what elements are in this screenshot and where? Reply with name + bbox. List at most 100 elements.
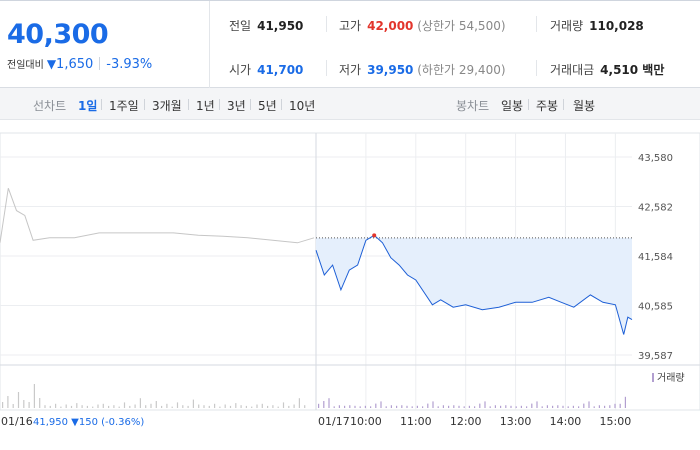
upper-limit: (상한가 54,500) <box>417 19 506 33</box>
volume-bar <box>256 404 258 408</box>
volume-bar <box>500 405 502 408</box>
x-tick-label: 11:00 <box>400 415 432 428</box>
volume-bar <box>401 405 403 408</box>
x-tick-label: 10:00 <box>350 415 382 428</box>
volume-legend: 거래량 <box>657 372 685 384</box>
change-percent: -3.93% <box>106 57 153 72</box>
volume-bar <box>578 406 580 408</box>
low-value: 39,950 <box>367 63 414 77</box>
volume-bar <box>139 398 141 408</box>
volume-bar <box>526 406 528 408</box>
prev-close-label: 전일 <box>229 19 252 33</box>
volume-bar <box>118 406 120 408</box>
volume-bar <box>49 405 51 408</box>
volume-bar <box>288 405 290 408</box>
volume-bar <box>458 405 460 408</box>
period-1w[interactable]: 1주일 <box>109 99 139 113</box>
volume-bar <box>293 404 295 408</box>
volume-bar <box>541 406 543 408</box>
volume-bar <box>505 405 507 408</box>
open-label: 시가 <box>229 63 252 77</box>
period-3y[interactable]: 3년 <box>227 99 246 113</box>
volume-bar <box>219 406 221 408</box>
volume-bar <box>338 405 340 408</box>
volume-bar <box>192 399 194 408</box>
volume-bar <box>214 403 216 408</box>
volume-bar <box>468 405 470 408</box>
volume-bar <box>2 402 4 408</box>
volume-bar <box>92 406 94 408</box>
change-label: 전일대비 <box>7 60 44 71</box>
volume-bar <box>375 403 377 408</box>
divider <box>99 57 101 70</box>
period-1d[interactable]: 1일 <box>78 99 98 113</box>
stock-summary: 40,300 전일대비 ▼1,650 -3.93% 전일 41,950 고가 42,00… <box>0 0 700 88</box>
volume-bar <box>145 405 147 408</box>
volume-bar <box>364 405 366 408</box>
volume-bar <box>354 405 356 408</box>
volume-bar <box>598 405 600 408</box>
high-label: 고가 <box>339 19 362 33</box>
volume-bar <box>176 402 179 408</box>
volume-bar <box>448 405 450 408</box>
volume-bar <box>557 405 559 408</box>
volume-bar <box>609 405 611 408</box>
volume-bar <box>380 401 382 408</box>
volume-bar <box>12 404 14 408</box>
volume-bar <box>484 401 486 408</box>
candle-chart-label: 봉차트 <box>456 99 490 113</box>
volume-bar <box>97 404 99 408</box>
volume-bar <box>567 406 569 408</box>
volume-bar <box>437 406 439 408</box>
period-3m[interactable]: 3개월 <box>152 99 182 113</box>
volume-bar <box>349 405 351 408</box>
volume-bar <box>370 406 372 408</box>
volume-bar <box>333 406 335 408</box>
change-row: 전일대비 ▼1,650 -3.93% <box>7 56 152 72</box>
volume-bar <box>28 402 30 408</box>
volume-bar <box>86 405 88 408</box>
volume-bar <box>277 406 279 408</box>
volume-bar <box>385 406 387 408</box>
volume-bar <box>588 401 590 408</box>
volume-bar <box>267 405 269 408</box>
volume-bar <box>208 405 210 408</box>
volume-bar <box>318 403 320 408</box>
volume-bar <box>494 405 496 408</box>
volume-bar <box>55 403 57 408</box>
volume-bar <box>81 405 83 408</box>
period-10y[interactable]: 10년 <box>289 99 316 113</box>
volume-bar <box>7 396 9 408</box>
high-marker <box>372 233 377 238</box>
volume-bar <box>129 405 131 408</box>
x-tick-label: 15:00 <box>600 415 632 428</box>
volume-bar <box>474 406 476 408</box>
volume-bar <box>406 405 408 408</box>
volume-bar <box>304 405 306 408</box>
y-tick-label: 42,582 <box>638 202 673 213</box>
volume-bar <box>23 400 25 408</box>
volume-bar <box>161 405 163 408</box>
y-tick-label: 41,584 <box>638 252 673 263</box>
volume-bar <box>39 398 41 408</box>
period-5y[interactable]: 5년 <box>258 99 277 113</box>
current-price: 40,300 <box>7 19 109 50</box>
high-stat: 고가 42,000 (상한가 54,500) <box>339 17 506 34</box>
volume-label: 거래량 <box>550 19 584 33</box>
volume-value: 110,028 <box>589 19 644 33</box>
y-tick-label: 40,585 <box>638 302 673 313</box>
candle-weekly[interactable]: 주봉 <box>536 99 559 113</box>
volume-bar <box>123 402 126 408</box>
down-triangle-icon: ▼ <box>46 57 57 71</box>
volume-bar <box>422 406 424 408</box>
volume-bar <box>235 403 237 408</box>
volume-bar <box>60 406 62 408</box>
candle-monthly[interactable]: 월봉 <box>573 99 596 113</box>
volume-bar <box>411 406 413 408</box>
period-1y[interactable]: 1년 <box>196 99 215 113</box>
volume-bar <box>323 401 325 408</box>
volume-bar <box>298 398 300 408</box>
volume-bar <box>70 405 73 408</box>
candle-daily[interactable]: 일봉 <box>501 99 524 113</box>
volume-bar <box>344 405 346 408</box>
